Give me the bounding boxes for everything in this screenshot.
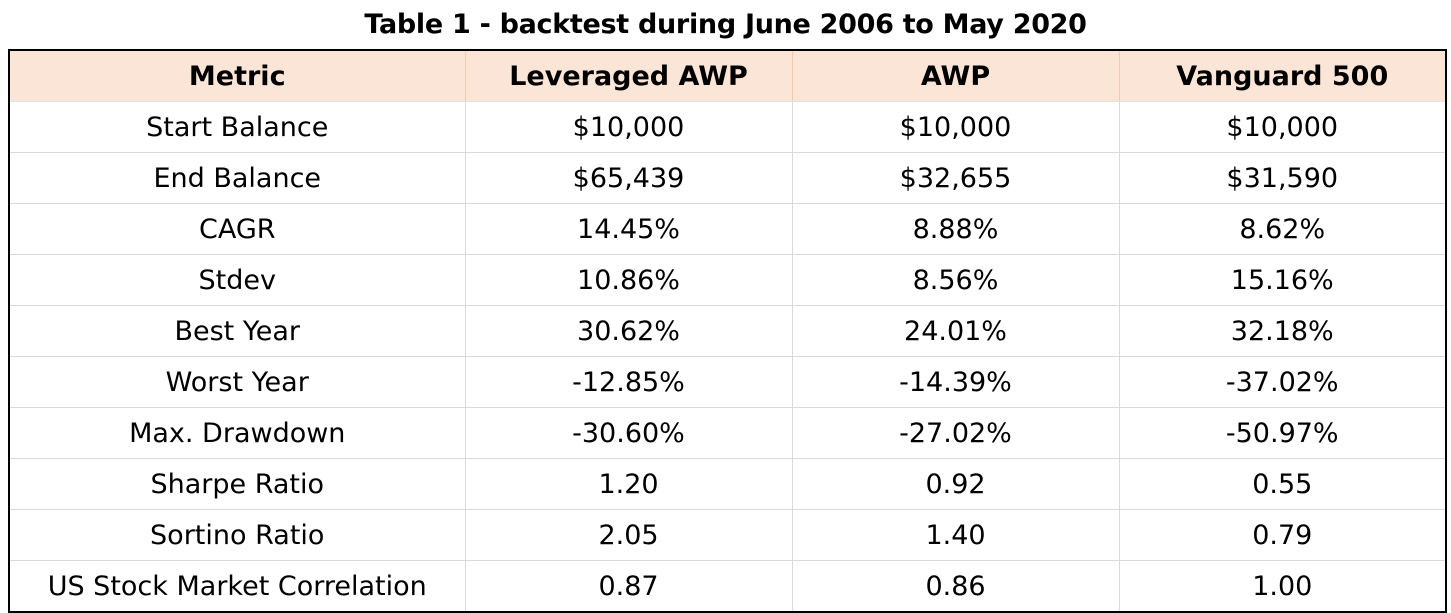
value-cell[interactable]: $10,000	[465, 101, 793, 153]
value-cell[interactable]: 10.86%	[465, 254, 793, 306]
metric-cell[interactable]: End Balance	[8, 152, 466, 204]
value-cell[interactable]: 14.45%	[465, 203, 793, 255]
table-row: Max. Drawdown -30.60% -27.02% -50.97%	[8, 407, 1447, 459]
metric-cell[interactable]: Best Year	[8, 305, 466, 357]
table-row: Worst Year -12.85% -14.39% -37.02%	[8, 356, 1447, 408]
value-cell[interactable]: -37.02%	[1119, 356, 1447, 408]
metric-cell[interactable]: Start Balance	[8, 101, 466, 153]
value-cell[interactable]: 1.00	[1119, 560, 1447, 613]
value-cell[interactable]: 8.62%	[1119, 203, 1447, 255]
value-cell[interactable]: 8.88%	[792, 203, 1120, 255]
table-row: Best Year 30.62% 24.01% 32.18%	[8, 305, 1447, 357]
table-title: Table 1 - backtest during June 2006 to M…	[0, 0, 1451, 49]
header-row: Metric Leveraged AWP AWP Vanguard 500	[8, 50, 1447, 102]
value-cell[interactable]: $31,590	[1119, 152, 1447, 204]
value-cell[interactable]: -30.60%	[465, 407, 793, 459]
value-cell[interactable]: $32,655	[792, 152, 1120, 204]
table-row: Start Balance $10,000 $10,000 $10,000	[8, 101, 1447, 153]
table-row: CAGR 14.45% 8.88% 8.62%	[8, 203, 1447, 255]
value-cell[interactable]: 1.40	[792, 509, 1120, 561]
table-row: Stdev 10.86% 8.56% 15.16%	[8, 254, 1447, 306]
header-cell-awp[interactable]: AWP	[792, 50, 1120, 102]
value-cell[interactable]: 0.86	[792, 560, 1120, 613]
value-cell[interactable]: $10,000	[792, 101, 1120, 153]
value-cell[interactable]: 32.18%	[1119, 305, 1447, 357]
metric-cell[interactable]: Max. Drawdown	[8, 407, 466, 459]
metric-cell[interactable]: Stdev	[8, 254, 466, 306]
value-cell[interactable]: 15.16%	[1119, 254, 1447, 306]
metric-cell[interactable]: Sharpe Ratio	[8, 458, 466, 510]
value-cell[interactable]: -27.02%	[792, 407, 1120, 459]
table-row: US Stock Market Correlation 0.87 0.86 1.…	[8, 560, 1447, 613]
header-cell-metric[interactable]: Metric	[8, 50, 466, 102]
table-title-text: Table 1 - backtest during June 2006 to M…	[364, 9, 1087, 40]
value-cell[interactable]: 8.56%	[792, 254, 1120, 306]
value-cell[interactable]: $65,439	[465, 152, 793, 204]
backtest-table: Metric Leveraged AWP AWP Vanguard 500 St…	[8, 49, 1447, 613]
value-cell[interactable]: 1.20	[465, 458, 793, 510]
value-cell[interactable]: -14.39%	[792, 356, 1120, 408]
metric-cell[interactable]: Worst Year	[8, 356, 466, 408]
value-cell[interactable]: 24.01%	[792, 305, 1120, 357]
metric-cell[interactable]: Sortino Ratio	[8, 509, 466, 561]
metric-cell[interactable]: US Stock Market Correlation	[8, 560, 466, 613]
value-cell[interactable]: 2.05	[465, 509, 793, 561]
header-cell-vanguard-500[interactable]: Vanguard 500	[1119, 50, 1447, 102]
value-cell[interactable]: 0.79	[1119, 509, 1447, 561]
value-cell[interactable]: 0.92	[792, 458, 1120, 510]
table-row: End Balance $65,439 $32,655 $31,590	[8, 152, 1447, 204]
value-cell[interactable]: 30.62%	[465, 305, 793, 357]
table-row: Sortino Ratio 2.05 1.40 0.79	[8, 509, 1447, 561]
value-cell[interactable]: -12.85%	[465, 356, 793, 408]
metric-cell[interactable]: CAGR	[8, 203, 466, 255]
value-cell[interactable]: 0.87	[465, 560, 793, 613]
table-row: Sharpe Ratio 1.20 0.92 0.55	[8, 458, 1447, 510]
header-cell-leveraged-awp[interactable]: Leveraged AWP	[465, 50, 793, 102]
value-cell[interactable]: $10,000	[1119, 101, 1447, 153]
value-cell[interactable]: 0.55	[1119, 458, 1447, 510]
value-cell[interactable]: -50.97%	[1119, 407, 1447, 459]
